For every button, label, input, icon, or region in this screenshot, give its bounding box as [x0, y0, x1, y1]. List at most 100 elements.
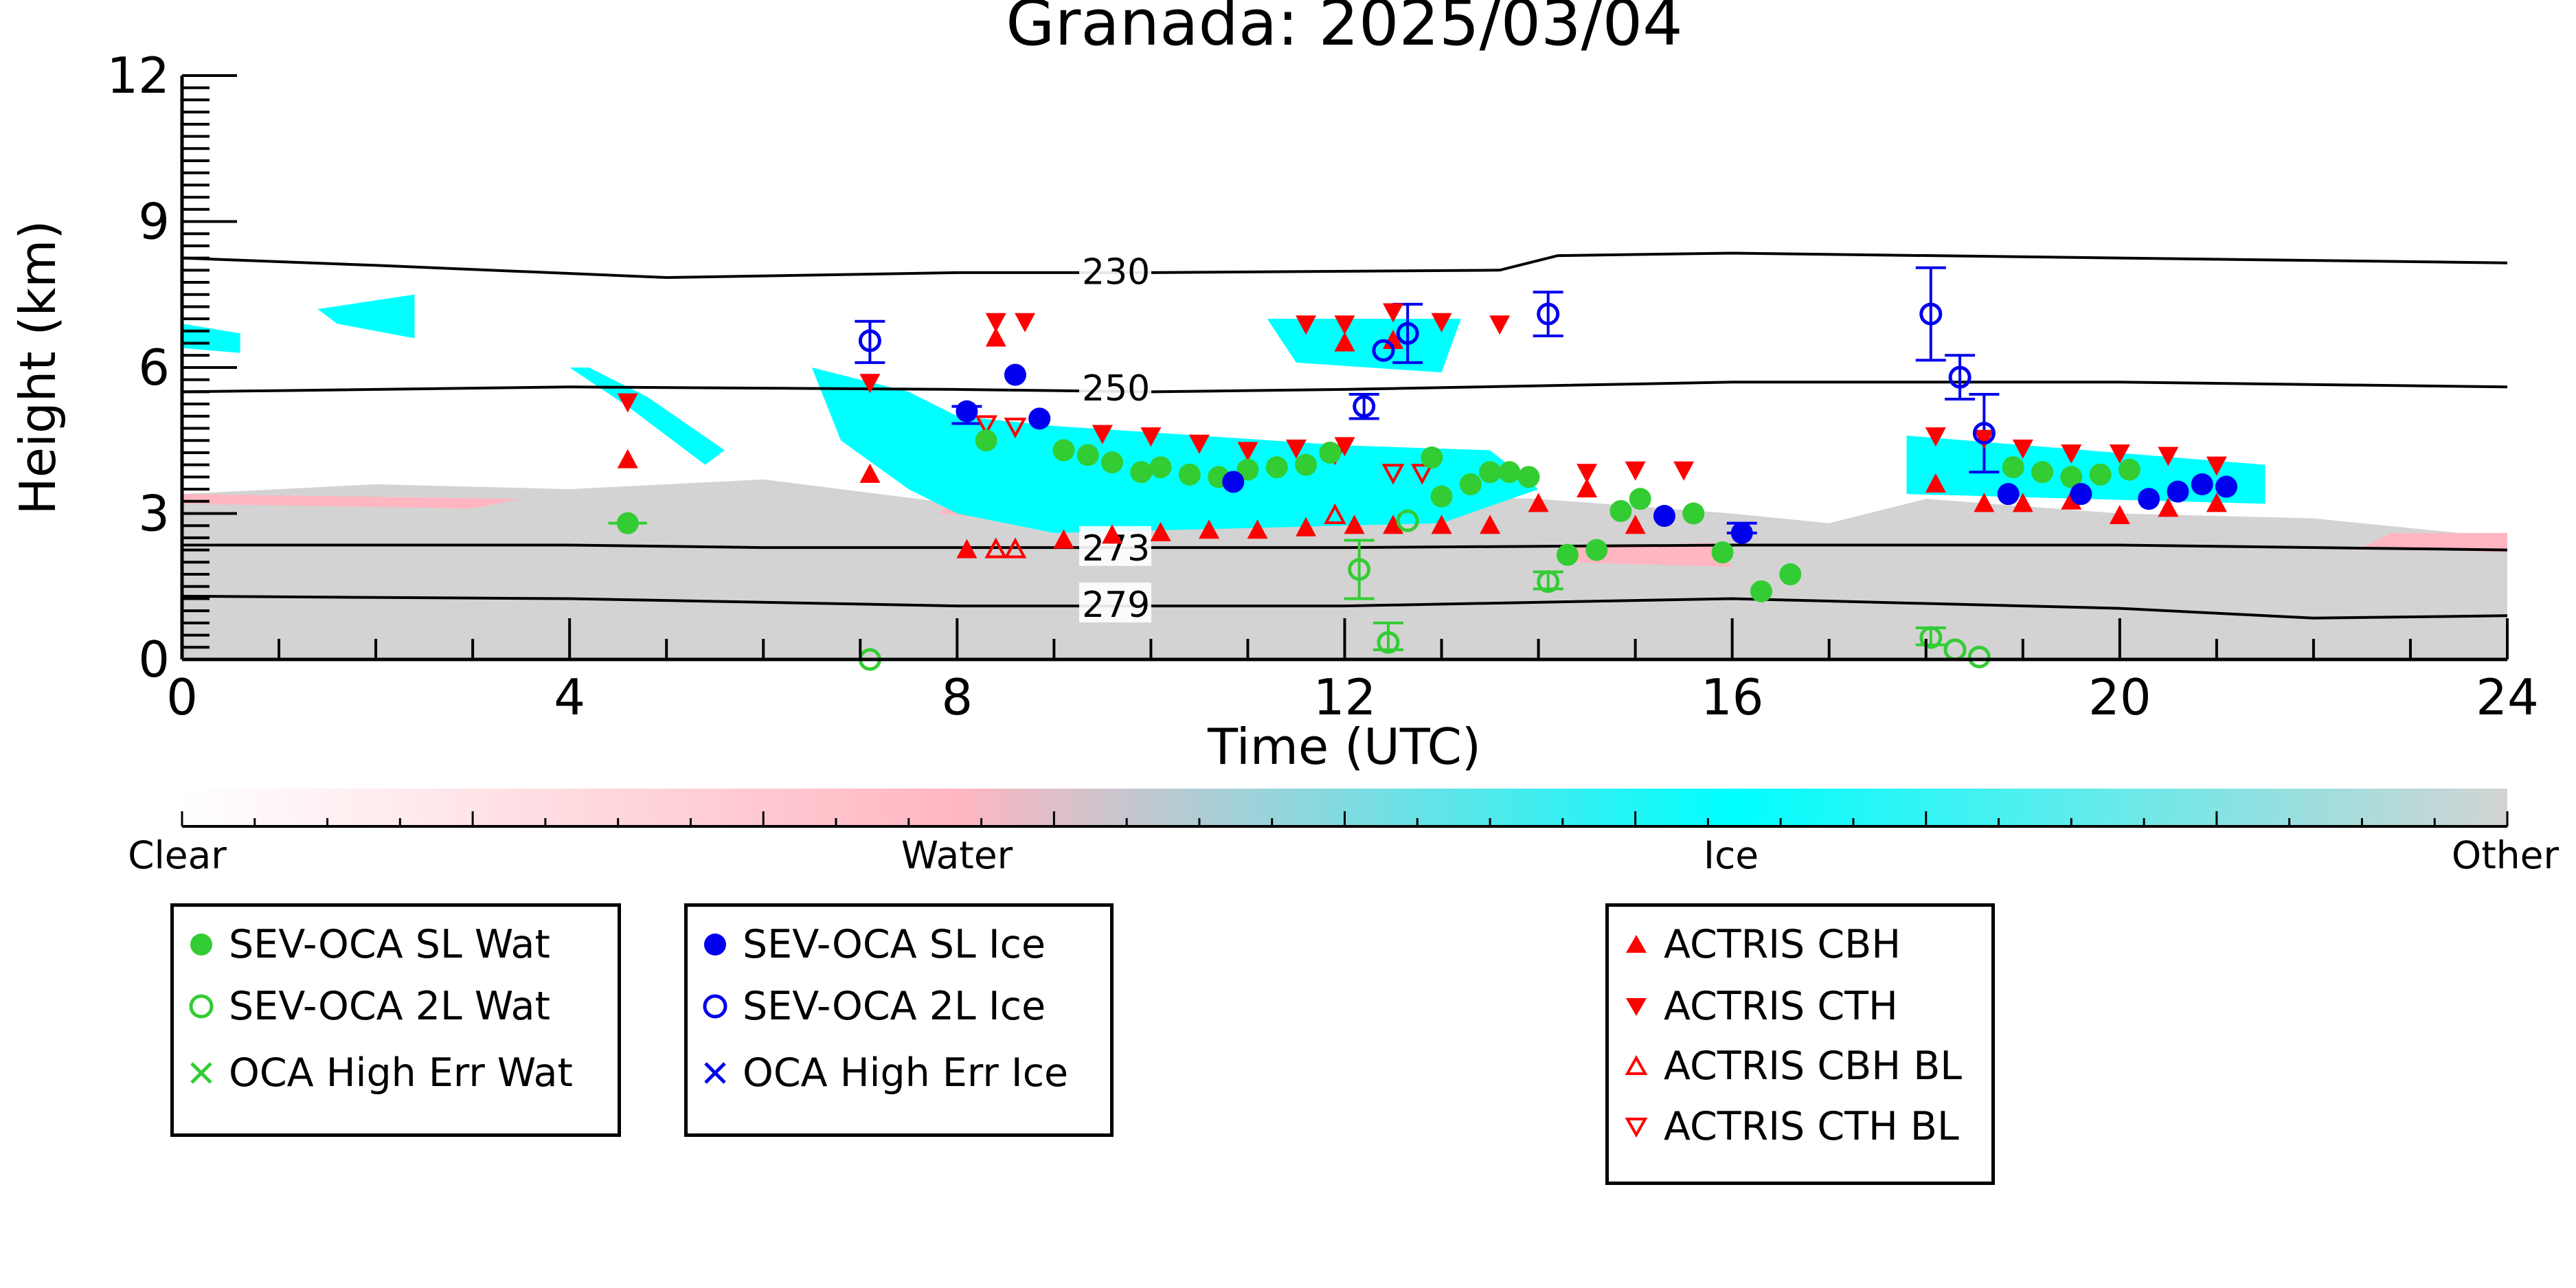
marker-filled-down-triangle: [2158, 447, 2179, 466]
filled-circle-icon: [688, 924, 743, 965]
marker-filled-down-triangle: [859, 374, 881, 394]
marker-filled-circle: [1609, 499, 1632, 522]
marker-filled-down-triangle: [2206, 456, 2227, 476]
legend-item: ACTRIS CBH BL: [1609, 1043, 1963, 1089]
legend-item-label: SEV-OCA 2L Ice: [743, 984, 1046, 1029]
open-down-triangle-icon: [1609, 1106, 1664, 1147]
marker-filled-circle: [2070, 483, 2092, 506]
marker-filled-circle: [1028, 407, 1051, 430]
isotherm-label-bg: [1079, 365, 1151, 406]
marker-filled-circle: [1498, 461, 1521, 484]
marker-filled-down-triangle: [1092, 425, 1113, 444]
legend-item-label: ACTRIS CTH: [1664, 984, 1898, 1029]
marker-open-circle: [1396, 509, 1419, 532]
legend-item: SEV-OCA SL Wat: [174, 922, 550, 967]
marker-filled-circle: [1750, 580, 1772, 602]
legend-item-label: SEV-OCA SL Ice: [743, 922, 1046, 967]
legend-item-label: ACTRIS CTH BL: [1664, 1104, 1959, 1149]
legend-item-label: SEV-OCA SL Wat: [229, 922, 550, 967]
marker-open-up-triangle: [1004, 537, 1027, 558]
marker-filled-circle: [1711, 541, 1734, 564]
legend-water: SEV-OCA SL Wat SEV-OCA 2L Wat OCA High E…: [170, 903, 621, 1137]
marker-filled-up-triangle: [1480, 515, 1501, 534]
marker-filled-circle: [1004, 363, 1026, 386]
marker-filled-up-triangle: [1383, 515, 1404, 534]
colorbar-label-clear: Clear: [128, 833, 227, 877]
isotherm-label: 250: [1082, 368, 1150, 409]
marker-filled-up-triangle: [1925, 473, 1946, 493]
filled-up-triangle-icon: [1609, 924, 1664, 965]
marker-filled-up-triangle: [1431, 515, 1452, 534]
marker-open-circle: [1948, 365, 1971, 389]
region-water: [182, 494, 521, 509]
marker-filled-down-triangle: [1015, 313, 1036, 332]
marker-filled-up-triangle: [2158, 497, 2179, 517]
isotherm-label-bg: [1079, 583, 1151, 623]
marker-filled-circle: [1997, 483, 2020, 506]
marker-filled-up-triangle: [985, 327, 1006, 347]
marker-filled-circle: [1779, 563, 1802, 586]
marker-filled-down-triangle: [2109, 444, 2130, 464]
marker-open-circle: [1377, 631, 1400, 654]
marker-filled-up-triangle: [1974, 493, 1995, 512]
legend-item-label: ACTRIS CBH BL: [1664, 1043, 1963, 1089]
marker-open-circle: [1919, 302, 1943, 326]
marker-filled-circle: [1236, 458, 1259, 481]
colorbar-label-water: Water: [901, 833, 1013, 877]
marker-filled-up-triangle: [1150, 521, 1171, 541]
region-ice: [317, 294, 415, 339]
marker-filled-up-triangle: [1344, 515, 1365, 534]
marker-filled-down-triangle: [1431, 313, 1452, 332]
marker-filled-down-triangle: [1140, 427, 1162, 447]
marker-filled-circle: [1556, 543, 1579, 566]
marker-open-up-triangle: [984, 537, 1008, 558]
legend-item: SEV-OCA SL Ice: [688, 922, 1046, 967]
isotherm-line: [181, 381, 2508, 394]
marker-filled-circle: [1430, 485, 1453, 508]
marker-filled-circle: [1479, 461, 1502, 484]
marker-filled-up-triangle: [1383, 330, 1404, 350]
legend-actris: ACTRIS CBH ACTRIS CTH ACTRIS CBH BL ACTR…: [1605, 903, 1995, 1185]
legend-ice: SEV-OCA SL Ice SEV-OCA 2L Ice OCA High E…: [684, 903, 1114, 1137]
marker-filled-circle: [2167, 480, 2189, 503]
region-ice: [811, 368, 1539, 533]
colorbar-ticks: [181, 811, 2509, 826]
marker-filled-circle: [616, 512, 639, 534]
region-ice: [182, 324, 240, 353]
x-ticks: 0 4 8 12 16 20 24: [166, 618, 2539, 726]
region-water: [1567, 543, 1732, 567]
marker-filled-down-triangle: [1285, 439, 1307, 459]
y-tick-label: 0: [138, 631, 170, 688]
legend-item-label: OCA High Err Ice: [743, 1050, 1069, 1096]
x-tick-label: 16: [1701, 668, 1764, 726]
data-markers: [616, 302, 2237, 671]
marker-filled-circle: [2138, 488, 2160, 510]
marker-filled-circle: [1459, 473, 1482, 495]
marker-filled-down-triangle: [1925, 427, 1946, 447]
marker-filled-up-triangle: [1296, 517, 1317, 536]
marker-filled-up-triangle: [859, 463, 881, 483]
marker-filled-down-triangle: [1383, 303, 1404, 323]
open-circle-icon: [174, 986, 229, 1027]
marker-filled-up-triangle: [956, 539, 978, 558]
marker-filled-circle: [1295, 453, 1318, 476]
marker-filled-down-triangle: [1577, 464, 1598, 484]
marker-open-down-triangle: [1410, 464, 1434, 485]
y-tick-label: 3: [138, 485, 170, 543]
classification-regions: [182, 294, 2507, 659]
x-tick-label: 4: [554, 668, 585, 726]
y-axis-label: Height (km): [9, 221, 67, 515]
marker-filled-circle: [1517, 466, 1540, 488]
marker-open-circle: [1919, 626, 1943, 649]
marker-open-down-triangle: [1004, 418, 1027, 439]
marker-filled-circle: [2031, 461, 2053, 484]
legend-item: OCA High Err Ice: [688, 1050, 1069, 1096]
marker-open-circle: [858, 329, 881, 352]
marker-filled-circle: [1585, 539, 1608, 561]
marker-open-down-triangle: [975, 415, 998, 436]
marker-filled-up-triangle: [1334, 332, 1355, 352]
marker-filled-circle: [1052, 439, 1075, 462]
marker-filled-circle: [1178, 463, 1201, 486]
